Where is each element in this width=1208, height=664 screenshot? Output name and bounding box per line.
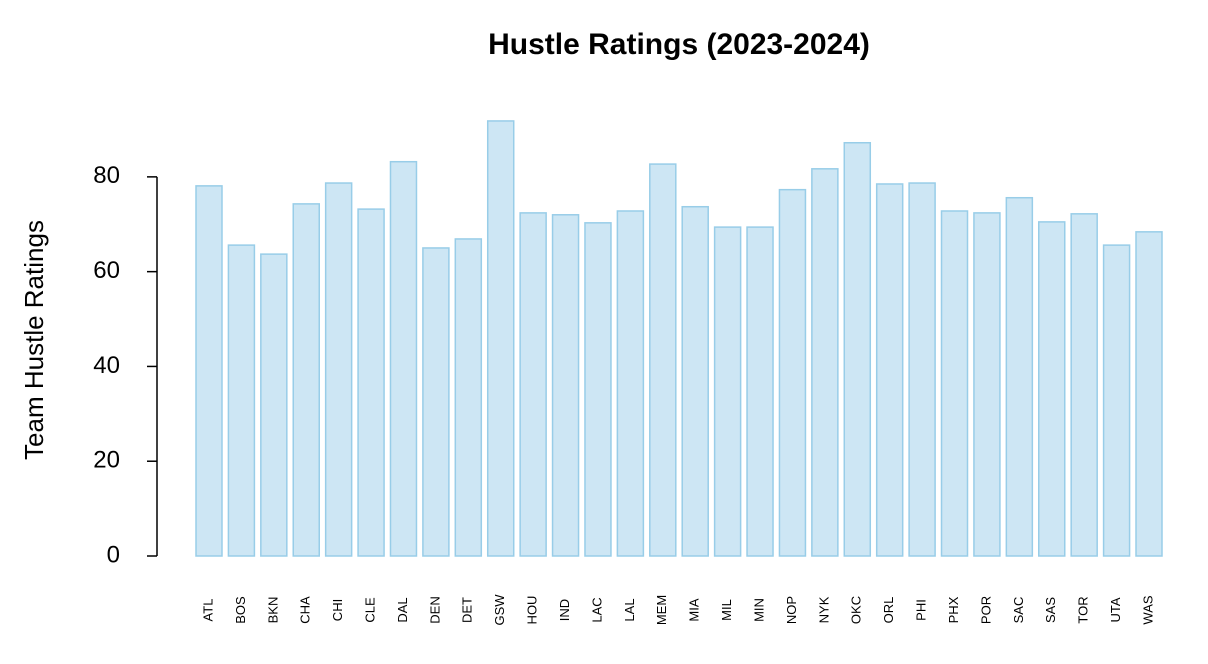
bar — [292, 203, 320, 557]
x-tick-label: BOS — [233, 596, 248, 624]
x-tick-label: MIL — [719, 599, 734, 621]
bar — [746, 226, 774, 557]
x-tick-label: SAS — [1043, 597, 1058, 623]
x-tick-label: DEN — [427, 596, 442, 623]
bar — [195, 185, 223, 557]
x-tick-label: PHI — [914, 599, 929, 621]
bar — [519, 212, 547, 557]
bar — [357, 208, 385, 557]
bar — [1135, 231, 1163, 557]
x-tick-label: ORL — [881, 597, 896, 624]
y-tick-label: 40 — [93, 352, 120, 379]
x-tick-label: UTA — [1108, 597, 1123, 622]
x-tick-label: CHI — [330, 599, 345, 621]
x-tick-label: ATL — [200, 599, 215, 622]
x-tick-label: NOP — [784, 596, 799, 624]
bar — [616, 210, 645, 557]
bar — [908, 182, 936, 557]
bar — [324, 182, 353, 557]
x-tick-label: LAC — [589, 597, 604, 622]
bar — [811, 168, 839, 557]
y-tick-label: 60 — [93, 257, 120, 284]
bar — [422, 247, 450, 557]
bar — [454, 238, 483, 557]
x-tick-label: NYK — [816, 596, 831, 623]
x-tick-label: BKN — [265, 597, 280, 624]
bar — [649, 163, 677, 557]
x-tick-label: HOU — [525, 596, 540, 625]
x-tick-label: MEM — [654, 595, 669, 625]
bar — [1005, 196, 1034, 557]
x-tick-label: CLE — [363, 597, 378, 623]
x-tick-label: PHX — [946, 596, 961, 623]
x-tick-label: IND — [557, 599, 572, 621]
bar — [875, 183, 904, 557]
y-tick-label: 20 — [93, 447, 120, 474]
bar — [973, 212, 1001, 557]
x-tick-label: TOR — [1076, 596, 1091, 623]
x-tick-label: POR — [978, 596, 993, 624]
bar — [551, 214, 580, 557]
x-tick-label: LAL — [622, 598, 637, 621]
bar — [1038, 221, 1066, 557]
x-tick-label: MIA — [687, 598, 702, 621]
x-tick-label: OKC — [849, 596, 864, 624]
bar — [584, 222, 612, 557]
y-axis-label: Team Hustle Ratings — [19, 220, 49, 460]
bar — [1070, 213, 1098, 557]
bar — [940, 210, 969, 557]
bar — [227, 244, 256, 557]
bar — [778, 188, 807, 557]
y-tick-label: 0 — [107, 541, 120, 568]
chart-title: Hustle Ratings (2023-2024) — [488, 28, 870, 61]
y-tick-label: 80 — [93, 162, 120, 189]
bar — [843, 141, 872, 557]
bar — [389, 160, 418, 557]
x-tick-label: MIN — [751, 598, 766, 622]
bar — [260, 253, 288, 557]
x-tick-label: DAL — [395, 597, 410, 622]
x-tick-label: SAC — [1011, 597, 1026, 624]
bar — [1102, 244, 1131, 557]
bar — [486, 120, 515, 557]
bar — [681, 205, 709, 557]
x-tick-label: GSW — [492, 594, 507, 626]
x-tick-label: CHA — [298, 596, 313, 624]
x-tick-label: WAS — [1140, 595, 1155, 624]
bar — [713, 226, 742, 557]
x-tick-label: DET — [460, 597, 475, 623]
